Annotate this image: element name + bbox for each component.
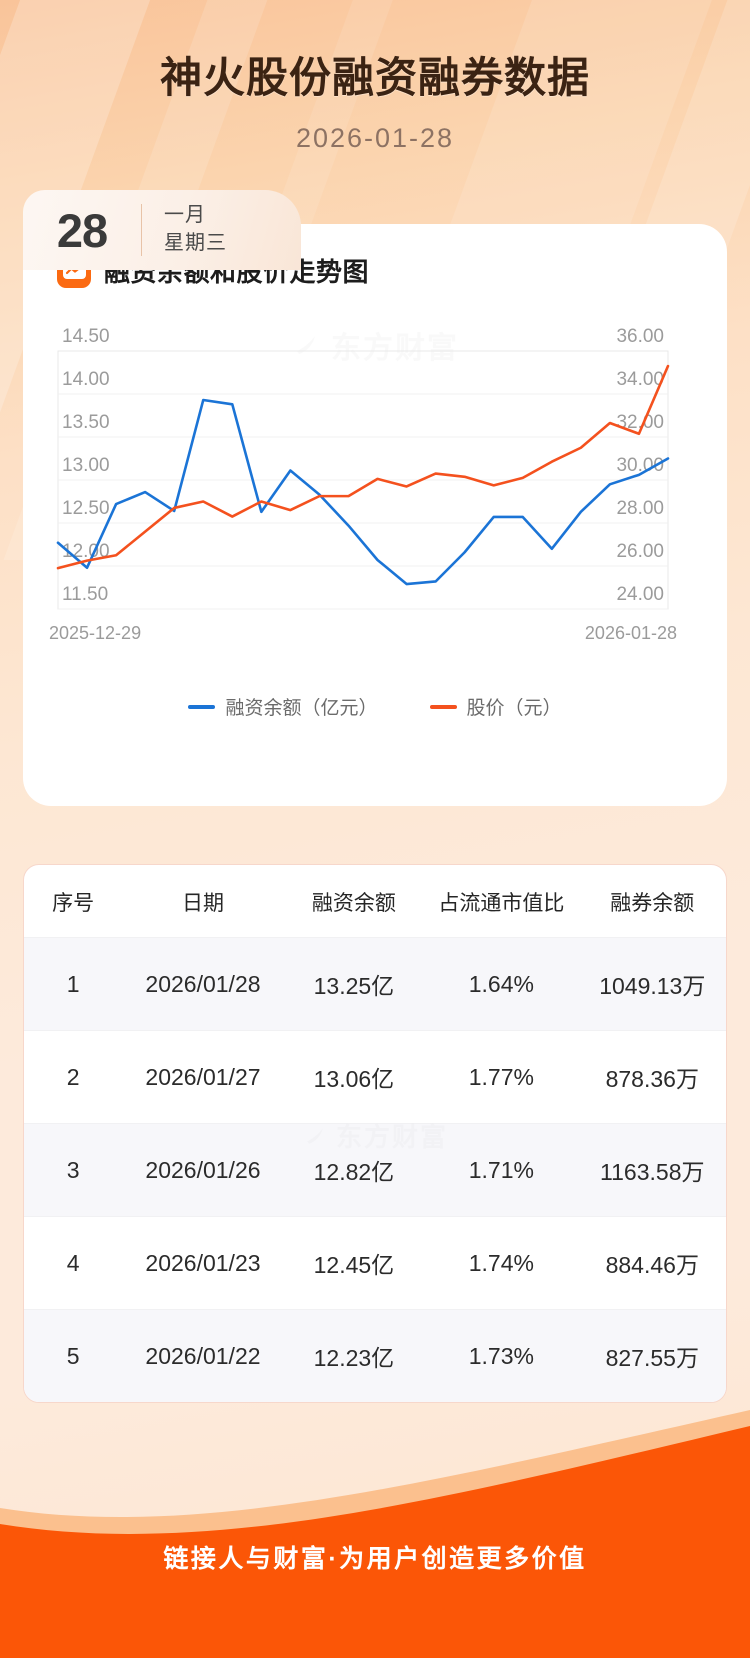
cell-securities-balance: 878.36万: [578, 1030, 726, 1124]
svg-text:32.00: 32.00: [616, 412, 664, 433]
cell-date: 2026/01/28: [122, 937, 284, 1031]
cell-financing-balance: 12.23亿: [283, 1309, 425, 1402]
cell-no: 2: [24, 1030, 123, 1124]
legend-label-financing: 融资余额（亿元）: [225, 698, 378, 719]
table-row: 2 2026/01/27 13.06亿 1.77% 878.36万: [24, 1030, 726, 1124]
cell-date: 2026/01/23: [122, 1216, 284, 1310]
date-month: 一月: [164, 204, 206, 227]
cell-date: 2026/01/22: [122, 1309, 284, 1402]
svg-text:30.00: 30.00: [616, 455, 664, 476]
cell-financing-balance: 13.06亿: [283, 1030, 425, 1124]
svg-text:28.00: 28.00: [616, 498, 664, 519]
cell-ratio: 1.77%: [424, 1030, 579, 1124]
page-header: 神火股份融资融券数据 2026-01-28: [0, 0, 750, 154]
cell-ratio: 1.73%: [424, 1309, 579, 1402]
cell-financing-balance: 12.45亿: [283, 1216, 425, 1310]
cell-securities-balance: 827.55万: [578, 1309, 726, 1402]
svg-text:14.00: 14.00: [62, 369, 110, 390]
chart-plot-area: 东方财富 14.50 36.00 14.00 34.00 13.50 32.00 13.00…: [23, 315, 727, 685]
column-header-date: 日期: [122, 865, 284, 938]
footer-wave: [0, 1410, 750, 1658]
cell-date: 2026/01/26: [122, 1123, 284, 1217]
legend-swatch-financing: [188, 704, 216, 709]
cell-date: 2026/01/27: [122, 1030, 284, 1124]
svg-text:13.00: 13.00: [62, 455, 110, 476]
svg-text:34.00: 34.00: [616, 369, 664, 390]
column-header-no: 序号: [24, 865, 123, 938]
chart-svg: 14.50 36.00 14.00 34.00 13.50 32.00 13.00 30.00…: [49, 326, 677, 643]
table-row: 5 2026/01/22 12.23亿 1.73% 827.55万: [24, 1309, 726, 1402]
date-day-number: 28: [56, 203, 108, 257]
cell-no: 5: [24, 1309, 123, 1402]
table-body: 1 2026/01/28 13.25亿 1.64% 1049.13万 2 202…: [24, 937, 726, 1402]
date-tab: 28 一月 星期三: [23, 190, 301, 270]
legend-item-price: 股价（元）: [429, 693, 562, 720]
page-title: 神火股份融资融券数据: [159, 54, 590, 101]
svg-text:24.00: 24.00: [616, 584, 664, 605]
table-header-row: 序号 日期 融资余额 占流通市值比 融券余额: [24, 865, 726, 938]
date-text-group: 一月 星期三: [142, 202, 227, 257]
column-header-financing-balance: 融资余额: [283, 865, 425, 938]
cell-no: 4: [24, 1216, 123, 1310]
table-head: 序号 日期 融资余额 占流通市值比 融券余额: [24, 865, 726, 938]
svg-text:36.00: 36.00: [616, 326, 664, 347]
svg-text:13.50: 13.50: [62, 412, 110, 433]
cell-ratio: 1.64%: [424, 937, 579, 1031]
chart-legend: 融资余额（亿元） 股价（元）: [23, 693, 727, 720]
table-row: 1 2026/01/28 13.25亿 1.64% 1049.13万: [24, 937, 726, 1031]
svg-text:2025-12-29: 2025-12-29: [49, 623, 141, 643]
table-card: 东方财富 序号 日期 融资余额 占流通市值比 融券余额 1 2026/01/28…: [23, 864, 727, 1403]
footer-slogan: 链接人与财富·为用户创造更多价值: [163, 1545, 587, 1573]
cell-securities-balance: 884.46万: [578, 1216, 726, 1310]
cell-no: 3: [24, 1123, 123, 1217]
table-section: 近五日融资融券数据 东方财富 序号 日期 融资余额 占流通市值比 融券余额: [0, 864, 750, 1403]
date-weekday: 星期三: [164, 232, 227, 254]
svg-text:11.50: 11.50: [62, 584, 108, 605]
page-footer: 链接人与财富·为用户创造更多价值: [0, 1390, 750, 1658]
legend-swatch-price: [429, 704, 457, 709]
cell-ratio: 1.71%: [424, 1123, 579, 1217]
svg-text:2026-01-28: 2026-01-28: [585, 623, 677, 643]
svg-text:26.00: 26.00: [616, 541, 664, 562]
cell-securities-balance: 1049.13万: [578, 937, 726, 1031]
legend-label-price: 股价（元）: [466, 698, 562, 719]
svg-text:14.50: 14.50: [62, 326, 110, 347]
page-subtitle-date: 2026-01-28: [295, 123, 455, 153]
margin-trading-table: 序号 日期 融资余额 占流通市值比 融券余额 1 2026/01/28 13.2…: [24, 865, 726, 1402]
date-divider: [141, 204, 142, 256]
table-row: 4 2026/01/23 12.45亿 1.74% 884.46万: [24, 1216, 726, 1310]
cell-financing-balance: 13.25亿: [283, 937, 425, 1031]
svg-text:12.50: 12.50: [62, 498, 110, 519]
column-header-securities-balance: 融券余额: [578, 865, 726, 938]
chart-card: 融资余额和股价走势图 东方财富 14.50 36.00 14.00 34.00 13.5…: [23, 224, 727, 806]
cell-financing-balance: 12.82亿: [283, 1123, 425, 1217]
cell-ratio: 1.74%: [424, 1216, 579, 1310]
legend-item-financing: 融资余额（亿元）: [188, 693, 378, 720]
column-header-ratio: 占流通市值比: [424, 865, 579, 938]
table-row: 3 2026/01/26 12.82亿 1.71% 1163.58万: [24, 1123, 726, 1217]
cell-securities-balance: 1163.58万: [578, 1123, 726, 1217]
cell-no: 1: [24, 937, 123, 1031]
